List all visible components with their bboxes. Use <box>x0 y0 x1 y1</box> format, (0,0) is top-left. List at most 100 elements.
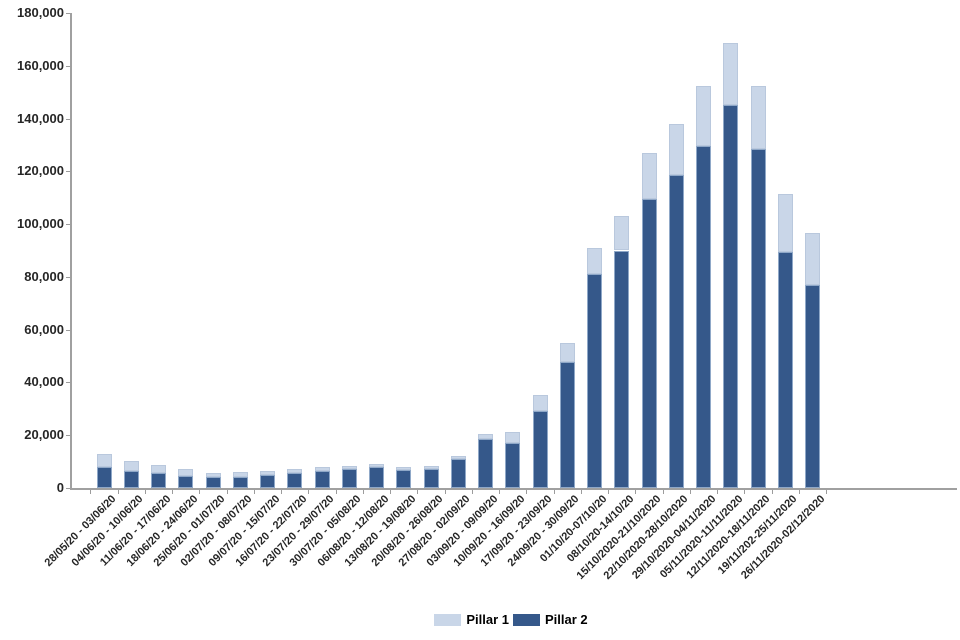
y-tick-mark <box>66 435 70 437</box>
bar-segment-pillar2 <box>151 473 166 488</box>
y-tick-label: 180,000 <box>17 5 64 20</box>
bar-segment-pillar2 <box>559 362 575 488</box>
legend-item-pillar-2: Pillar 2 <box>513 612 588 627</box>
x-tick-mark <box>117 490 119 494</box>
y-tick-label: 40,000 <box>24 374 64 390</box>
bar-segment-pillar2 <box>478 438 493 488</box>
x-tick-mark <box>172 490 174 494</box>
bar-segment-pillar2 <box>614 250 630 488</box>
bar-segment-pillar1 <box>369 463 384 468</box>
y-tick-label: 80,000 <box>24 268 64 284</box>
bar-segment-pillar1 <box>777 193 793 252</box>
legend-label: Pillar 1 <box>466 612 509 627</box>
y-tick-label: 100,000 <box>17 216 64 232</box>
bar-segment-pillar2 <box>723 105 739 488</box>
bar-segment-pillar1 <box>532 395 548 412</box>
y-axis <box>70 13 72 488</box>
y-tick-mark <box>66 118 70 120</box>
bar-segment-pillar2 <box>341 469 357 488</box>
bar-segment-pillar2 <box>587 274 602 488</box>
y-tick-mark <box>66 65 70 67</box>
bar-segment-pillar2 <box>805 284 820 488</box>
bar-segment-pillar2 <box>696 146 711 488</box>
legend-swatch <box>513 613 540 626</box>
y-tick-label: 60,000 <box>24 321 64 337</box>
x-tick-mark <box>335 490 337 494</box>
x-tick-mark <box>144 490 146 494</box>
bar-segment-pillar1 <box>232 472 248 477</box>
x-tick-mark <box>199 490 201 494</box>
bar-segment-pillar1 <box>314 467 330 471</box>
x-tick-mark <box>798 490 800 494</box>
bar-segment-pillar1 <box>668 123 684 176</box>
x-tick-mark <box>717 490 719 494</box>
x-tick-mark <box>771 490 773 494</box>
bar-segment-pillar1 <box>178 468 194 476</box>
bar-segment-pillar2 <box>668 175 684 488</box>
y-tick-label: 0 <box>56 480 64 495</box>
bar-segment-pillar1 <box>123 461 139 471</box>
bar-segment-pillar2 <box>641 199 657 488</box>
bar-segment-pillar2 <box>232 476 248 488</box>
x-axis <box>70 488 957 490</box>
y-tick-mark <box>66 13 70 14</box>
x-tick-mark <box>662 490 664 494</box>
legend-label: Pillar 2 <box>545 612 588 627</box>
x-tick-mark <box>308 490 310 494</box>
bar-segment-pillar2 <box>205 477 221 488</box>
bar-segment-pillar1 <box>641 152 657 200</box>
legend-swatch <box>434 613 462 626</box>
bar-segment-pillar1 <box>205 472 221 478</box>
x-tick-mark <box>744 490 746 494</box>
bar-segment-pillar2 <box>450 458 466 488</box>
y-tick-mark <box>66 276 70 278</box>
y-tick-mark <box>66 382 70 384</box>
y-tick-label: 160,000 <box>17 57 64 73</box>
bar-segment-pillar2 <box>532 411 548 488</box>
x-tick-mark <box>499 490 501 494</box>
bar-segment-pillar2 <box>505 443 521 488</box>
y-tick-label: 120,000 <box>17 163 64 179</box>
bar-segment-pillar1 <box>614 216 630 251</box>
chart-legend: Pillar 1 Pillar 2 <box>0 612 960 627</box>
bar-segment-pillar1 <box>423 466 439 469</box>
bar-segment-pillar1 <box>805 233 820 285</box>
y-tick-mark <box>66 329 70 331</box>
bar-segment-pillar2 <box>423 469 439 488</box>
bar-segment-pillar1 <box>260 470 275 476</box>
bar-segment-pillar1 <box>696 85 711 147</box>
bar-segment-pillar2 <box>178 475 194 488</box>
y-tick-mark <box>66 171 70 173</box>
bar-segment-pillar2 <box>96 467 112 488</box>
bar-segment-pillar1 <box>96 454 112 468</box>
bar-segment-pillar2 <box>260 475 275 488</box>
bar-segment-pillar2 <box>123 470 139 488</box>
bar-segment-pillar1 <box>559 343 575 363</box>
x-tick-mark <box>444 490 446 494</box>
x-tick-mark <box>608 490 610 494</box>
x-tick-mark <box>689 490 691 494</box>
x-tick-mark <box>390 490 392 494</box>
y-tick-label: 20,000 <box>24 427 64 443</box>
bar-segment-pillar1 <box>396 467 412 470</box>
bar-segment-pillar2 <box>750 148 766 488</box>
bar-segment-pillar1 <box>723 43 739 106</box>
x-tick-mark <box>90 490 92 494</box>
x-tick-mark <box>281 490 283 494</box>
bar-segment-pillar1 <box>587 247 602 275</box>
bar-segment-pillar2 <box>369 467 384 488</box>
y-tick-label: 140,000 <box>17 110 64 126</box>
bar-segment-pillar2 <box>396 469 412 488</box>
bar-segment-pillar1 <box>151 465 166 474</box>
bar-segment-pillar2 <box>314 470 330 488</box>
x-tick-mark <box>553 490 555 494</box>
bar-segment-pillar1 <box>341 465 357 469</box>
x-tick-mark <box>417 490 419 494</box>
bar-segment-pillar1 <box>750 85 766 149</box>
x-tick-mark <box>826 490 828 494</box>
y-tick-mark <box>66 224 70 226</box>
bar-segment-pillar1 <box>478 433 493 439</box>
bar-segment-pillar2 <box>777 251 793 488</box>
